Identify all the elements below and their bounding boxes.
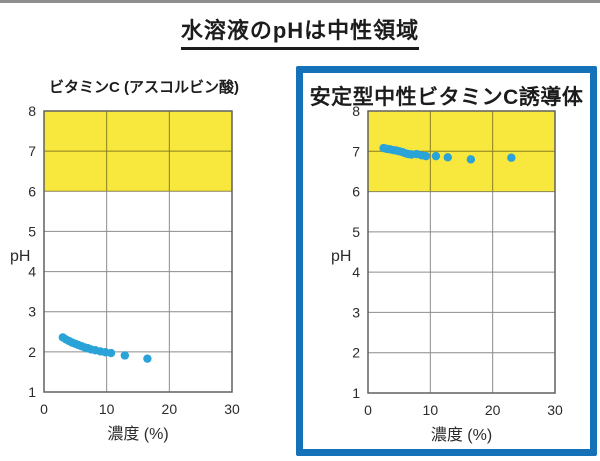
y-tick-label: 1 [352, 385, 360, 401]
grid-lines [44, 111, 232, 392]
x-tick-labels: 0 10 20 30 [364, 402, 563, 418]
y-tick-label: 3 [352, 304, 360, 320]
scatter-plot-vitamin-c: 1 2 3 4 5 6 7 8 0 10 20 30 pH 濃度 (%) [10, 103, 240, 443]
top-divider [0, 0, 600, 3]
data-point [507, 153, 516, 162]
y-tick-label: 5 [352, 224, 360, 240]
chart-title-stable-derivative: 安定型中性ビタミンC誘導体 [309, 86, 584, 109]
x-axis-label: 濃度 (%) [431, 426, 492, 444]
scatter-plot-stable-derivative: 1 2 3 4 5 6 7 8 0 10 20 30 pH 濃度 (%) [331, 103, 563, 444]
x-tick-label: 30 [224, 401, 240, 417]
data-points [58, 333, 152, 363]
x-tick-label: 0 [40, 401, 48, 417]
x-tick-label: 10 [423, 402, 439, 418]
x-tick-label: 0 [364, 402, 372, 418]
x-tick-labels: 0 10 20 30 [40, 401, 240, 417]
data-point [120, 351, 130, 360]
y-tick-label: 7 [352, 143, 360, 159]
y-tick-labels: 1 2 3 4 5 6 7 8 [28, 103, 36, 400]
plot-border [367, 110, 556, 394]
y-tick-label: 6 [28, 183, 36, 199]
data-point [106, 348, 116, 358]
y-tick-label: 3 [28, 304, 36, 320]
y-tick-label: 8 [28, 103, 36, 119]
y-tick-label: 4 [352, 264, 360, 280]
y-tick-label: 4 [28, 264, 36, 280]
y-tick-label: 5 [28, 223, 36, 239]
y-axis-label: pH [331, 248, 351, 265]
x-tick-label: 30 [547, 402, 563, 418]
grid-lines [368, 111, 555, 393]
x-tick-label: 20 [485, 402, 501, 418]
data-point [466, 155, 476, 164]
data-point [431, 151, 441, 161]
x-tick-label: 20 [162, 401, 178, 417]
y-tick-label: 7 [28, 143, 36, 159]
x-axis-label: 濃度 (%) [107, 425, 168, 443]
y-tick-label: 2 [28, 344, 36, 360]
y-tick-label: 8 [352, 103, 360, 119]
x-tick-label: 10 [99, 401, 115, 417]
page-title: 水溶液のpHは中性領域 [0, 13, 600, 50]
plot-border [43, 110, 233, 393]
data-points [379, 143, 516, 164]
y-axis-label: pH [10, 248, 30, 265]
y-tick-labels: 1 2 3 4 5 6 7 8 [352, 103, 360, 401]
y-tick-label: 6 [352, 184, 360, 200]
highlight-box-stable-derivative: 安定型中性ビタミンC誘導体 1 2 3 4 5 6 7 8 0 10 20 30 pH 濃度 (%) [296, 66, 597, 456]
chart-title-vitamin-c: ビタミンC (アスコルビン酸) [49, 79, 239, 96]
data-point [421, 151, 431, 161]
y-tick-label: 2 [352, 345, 360, 361]
data-point [443, 153, 452, 162]
data-point [143, 354, 152, 363]
y-tick-label: 1 [28, 384, 36, 400]
page-title-text: 水溶液のpHは中性領域 [180, 13, 420, 50]
